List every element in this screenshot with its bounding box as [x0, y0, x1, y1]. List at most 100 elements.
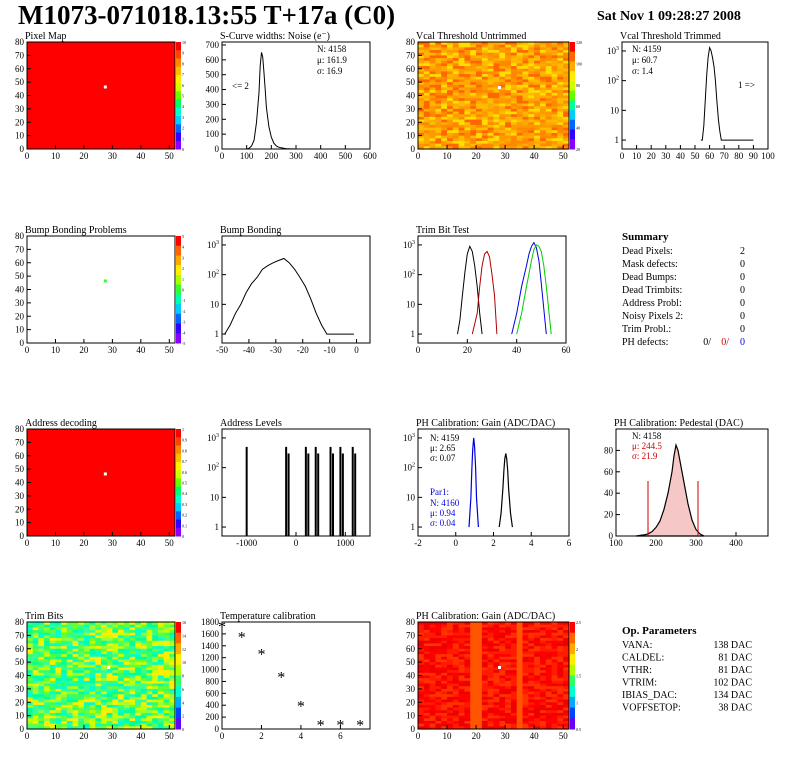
heatmap-cell	[481, 68, 489, 73]
heatmap-cell	[481, 90, 489, 94]
heatmap-cell	[505, 106, 512, 110]
heatmap-cell	[418, 71, 425, 75]
heatmap-cell	[458, 119, 466, 123]
heatmap-cell	[163, 640, 170, 644]
heatmap-cell	[452, 119, 460, 123]
heatmap-cell	[464, 82, 471, 86]
heatmap-cell	[27, 624, 34, 628]
heatmap-cell	[476, 646, 483, 650]
heatmap-cell	[493, 672, 500, 677]
heatmap-cell	[118, 707, 125, 711]
heatmap-cell	[429, 680, 437, 685]
heatmap-cell	[464, 119, 471, 123]
heatmap-cell	[551, 696, 558, 701]
heatmap-cell	[38, 651, 45, 655]
heatmap-cell	[505, 670, 512, 674]
heatmap-cell	[534, 55, 541, 59]
x-tick-label: 50	[559, 731, 569, 741]
palette-swatch	[570, 664, 575, 676]
heatmap-cell	[458, 74, 466, 78]
heatmap-cell	[118, 662, 125, 666]
heatmap-cell	[528, 710, 535, 714]
heatmap-cell	[499, 130, 506, 134]
y-tick-label: 10	[15, 711, 25, 721]
heatmap-cell	[418, 52, 425, 56]
op-param-value: 81 DAC	[718, 665, 752, 676]
heatmap-cell	[95, 723, 102, 727]
heatmap-cell	[481, 646, 489, 650]
heatmap-cell	[563, 127, 570, 131]
heatmap-cell	[534, 116, 541, 121]
palette-label: 8	[182, 674, 184, 679]
heatmap-cell	[487, 122, 495, 126]
heatmap-cell	[101, 699, 108, 703]
heatmap-cell	[55, 675, 62, 679]
heatmap-cell	[539, 60, 547, 64]
heatmap-cell	[493, 635, 500, 639]
heatmap-cell	[163, 651, 170, 655]
heatmap-cell	[129, 675, 136, 679]
heatmap-cell	[464, 60, 471, 64]
heatmap-cell	[505, 100, 512, 105]
heatmap-cell	[464, 135, 471, 139]
heatmap-cell	[522, 683, 529, 687]
heatmap-cell	[510, 678, 518, 682]
heatmap-cell	[89, 688, 96, 693]
heatmap-cell	[429, 124, 437, 129]
heatmap-cell	[487, 638, 495, 642]
heatmap-cell	[452, 622, 460, 626]
heatmap-cell	[163, 643, 170, 647]
heatmap-cell	[129, 630, 136, 634]
heatmap-cell	[499, 670, 506, 674]
heatmap-cell	[163, 659, 170, 663]
heatmap-cell	[61, 659, 68, 663]
y-tick-label: 80	[406, 617, 416, 627]
heatmap-cell	[38, 707, 45, 711]
heatmap-cell	[557, 42, 564, 46]
heatmap-cell	[481, 635, 489, 639]
heatmap-cell	[545, 686, 553, 690]
heatmap-cell	[557, 90, 564, 94]
heatmap-cell	[27, 696, 34, 701]
heatmap-cell	[441, 670, 448, 674]
heatmap-cell	[505, 726, 512, 730]
heatmap-cell	[545, 699, 553, 703]
heatmap-cell	[118, 696, 125, 701]
heatmap-cell	[516, 108, 524, 113]
heatmap-cell	[551, 74, 558, 78]
heatmap-cell	[95, 686, 102, 690]
heatmap-cell	[429, 667, 437, 671]
heatmap-cell	[505, 140, 512, 145]
heatmap-cell	[499, 74, 506, 78]
heatmap-cell	[464, 103, 471, 107]
heatmap-cell	[112, 675, 119, 679]
palette-swatch	[176, 245, 181, 256]
heatmap-cell	[169, 718, 176, 722]
palette-label: 10	[182, 660, 186, 665]
heatmap-cell	[27, 635, 34, 639]
heatmap-cell	[510, 648, 518, 653]
y-tick-label: 30	[15, 491, 25, 501]
heatmap-cell	[429, 52, 437, 56]
heatmap-cell	[505, 60, 512, 64]
heatmap-cell	[539, 76, 547, 81]
heatmap-cell	[487, 675, 495, 679]
x-tick-label: 50	[559, 151, 569, 161]
heatmap-cell	[557, 63, 564, 67]
trim-series-0	[457, 244, 483, 335]
heatmap-cell	[163, 672, 170, 677]
heatmap-cell	[72, 696, 79, 701]
heatmap-cell	[106, 694, 113, 698]
heatmap-cell	[129, 694, 136, 698]
heatmap-cell	[32, 667, 39, 671]
heatmap-cell	[157, 632, 165, 636]
heatmap-cell	[476, 662, 483, 666]
heatmap-cell	[470, 651, 477, 655]
heatmap-cell	[66, 683, 74, 687]
heatmap-cell	[78, 707, 85, 711]
heatmap-cell	[510, 704, 518, 709]
heatmap-cell	[55, 699, 62, 703]
heatmap-cell	[458, 76, 466, 81]
heatmap-cell	[83, 712, 91, 717]
